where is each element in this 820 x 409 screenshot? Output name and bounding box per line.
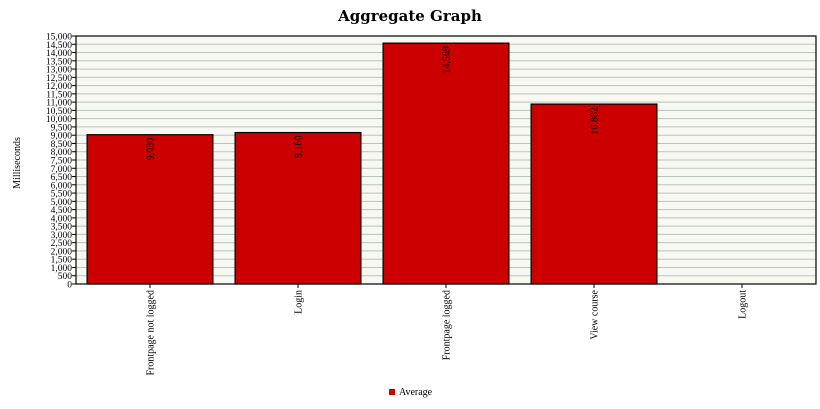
data-label: 10,882 — [590, 107, 601, 134]
y-tick-label: 2,500 — [51, 239, 73, 249]
data-label: 9,030 — [146, 138, 157, 161]
category-label: View course — [590, 289, 601, 339]
y-tick-label: 3,500 — [51, 223, 73, 233]
y-tick-label: 11,500 — [46, 90, 72, 100]
y-tick-label: 10,500 — [46, 107, 72, 117]
y-tick-label: 14,000 — [46, 49, 72, 59]
category-label: Logout — [738, 290, 749, 319]
bar — [382, 42, 510, 285]
y-tick-label: 6,500 — [51, 173, 73, 183]
category-labels: Frontpage not logged Login Frontpage logge… — [146, 284, 749, 376]
y-tick-label: 1,500 — [51, 256, 73, 266]
category-label: Login — [294, 290, 305, 314]
y-tick-label: 4,000 — [51, 214, 73, 224]
legend-swatch-average — [389, 389, 395, 395]
bar — [234, 131, 362, 285]
category-label: Frontpage logged — [442, 290, 453, 360]
y-tick-label: 11,000 — [46, 99, 72, 109]
y-tick-label: 1,000 — [51, 264, 73, 274]
y-tick-label: 12,500 — [46, 74, 72, 84]
data-label: 9,160 — [294, 136, 305, 159]
y-tick-label: 14,500 — [46, 41, 72, 51]
legend-label-average: Average — [399, 387, 433, 398]
y-tick-label: 13,000 — [46, 66, 72, 76]
plot-frame — [75, 35, 817, 285]
y-tick-label: 13,500 — [46, 57, 72, 67]
y-tick-label: 12,000 — [46, 82, 72, 92]
y-tick-label: 5,500 — [51, 190, 73, 200]
bar — [86, 134, 214, 285]
y-tick-label: 7,000 — [51, 165, 73, 175]
y-tick-label: 9,000 — [51, 132, 73, 142]
y-tick-label: 9,500 — [51, 123, 73, 133]
bar — [530, 103, 658, 285]
y-tick-label: 5,000 — [51, 198, 73, 208]
y-tick-label: 4,500 — [51, 206, 73, 216]
y-tick-label: 6,000 — [51, 181, 73, 191]
y-tick-label: 0 — [67, 281, 72, 291]
y-tick-label: 2,000 — [51, 247, 73, 257]
y-tick-label: 8,000 — [51, 148, 73, 158]
y-tick-label: 10,000 — [46, 115, 72, 125]
y-tick-label: 15,000 — [46, 33, 72, 43]
y-tick-label: 7,500 — [51, 157, 73, 167]
bars: 9,030 9,160 14,569 10,882 — [86, 42, 658, 285]
y-axis-label: Milliseconds — [12, 137, 23, 189]
category-label: Frontpage not logged — [146, 290, 157, 376]
y-tick-label: 500 — [58, 272, 73, 282]
data-label: 14,569 — [442, 46, 453, 74]
y-axis-ticks: 05001,0001,5002,0002,5003,0003,5004,0004… — [46, 33, 76, 291]
legend: Average — [389, 387, 433, 398]
chart-title: Aggregate Graph — [337, 7, 482, 25]
y-tick-label: 8,500 — [51, 140, 73, 150]
y-tick-label: 3,000 — [51, 231, 73, 241]
